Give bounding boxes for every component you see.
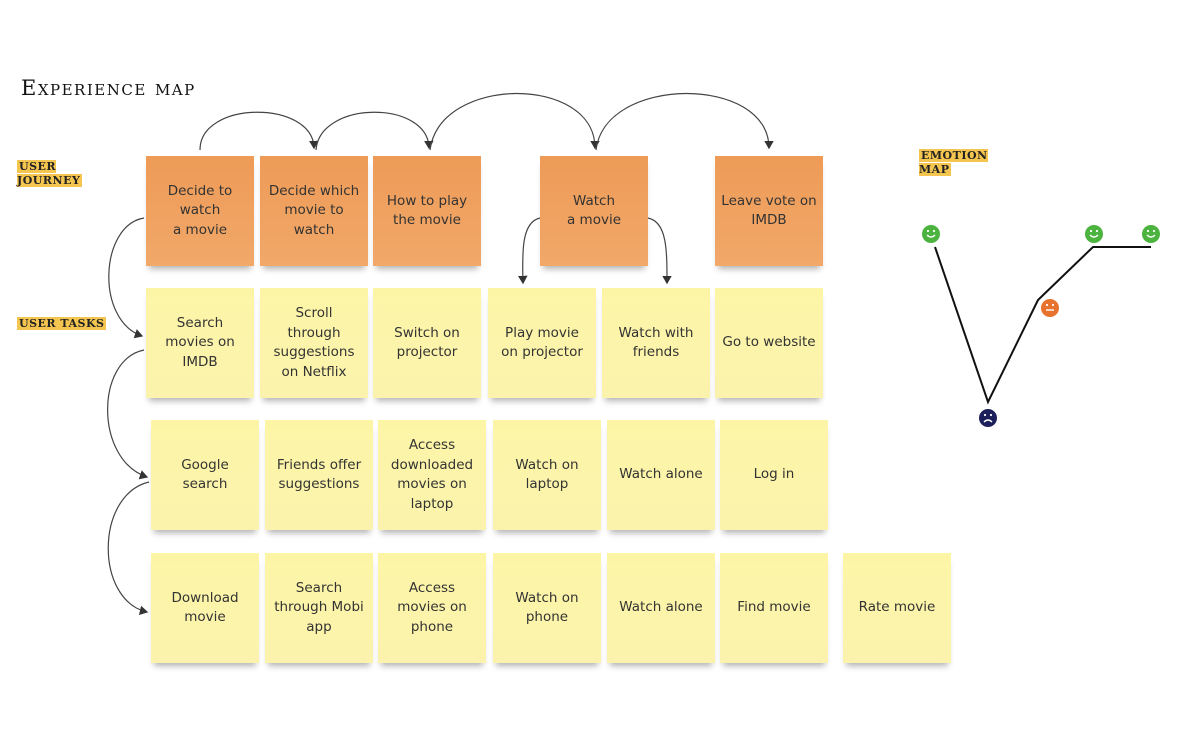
page-title: Experience map xyxy=(21,76,196,100)
task-sticky-note[interactable]: Access downloaded movies on laptop xyxy=(378,420,486,530)
task-sticky-note[interactable]: Watch alone xyxy=(607,553,715,663)
task-sticky-note[interactable]: Watch with friends xyxy=(602,288,710,398)
task-sticky-note[interactable]: Find movie xyxy=(720,553,828,663)
journey-sticky-note[interactable]: Watch a movie xyxy=(540,156,648,266)
task-sticky-note[interactable]: Search movies on IMDB xyxy=(146,288,254,398)
journey-sticky-note[interactable]: Decide to watch a movie xyxy=(146,156,254,266)
task-sticky-note[interactable]: Watch alone xyxy=(607,420,715,530)
arrow xyxy=(107,349,149,480)
task-sticky-note[interactable]: Go to website xyxy=(715,288,823,398)
emotion-map-label: Emotion map xyxy=(919,149,988,176)
task-sticky-note[interactable]: Watch on phone xyxy=(493,553,601,663)
task-sticky-note[interactable]: Download movie xyxy=(151,553,259,663)
happy-face-icon xyxy=(1085,225,1103,243)
task-sticky-note[interactable]: Friends offer suggestions xyxy=(265,420,373,530)
neutral-face-icon xyxy=(1041,299,1059,317)
arrow xyxy=(108,217,145,339)
happy-face-icon xyxy=(1142,225,1160,243)
task-sticky-note[interactable]: Watch on laptop xyxy=(493,420,601,530)
task-sticky-note[interactable]: Search through Mobi app xyxy=(265,553,373,663)
task-sticky-note[interactable]: Play movie on projector xyxy=(488,288,596,398)
arrow xyxy=(107,481,150,616)
emotion-line xyxy=(934,246,1151,405)
journey-sticky-note[interactable]: Leave vote on IMDB xyxy=(715,156,823,266)
happy-face-icon xyxy=(922,225,940,243)
task-sticky-note[interactable]: Log in xyxy=(720,420,828,530)
task-sticky-note[interactable]: Switch on projector xyxy=(373,288,481,398)
journey-sticky-note[interactable]: How to play the movie xyxy=(373,156,481,266)
task-sticky-note[interactable]: Google search xyxy=(151,420,259,530)
arrow xyxy=(315,111,434,151)
task-sticky-note[interactable]: Rate movie xyxy=(843,553,951,663)
arrow xyxy=(429,92,600,151)
arrow xyxy=(199,111,319,151)
task-sticky-note[interactable]: Scroll through suggestions on Netflix xyxy=(260,288,368,398)
user-journey-label: User journey xyxy=(17,160,83,187)
sad-face-icon xyxy=(979,409,997,427)
arrow xyxy=(647,217,672,285)
task-sticky-note[interactable]: Access movies on phone xyxy=(378,553,486,663)
journey-sticky-note[interactable]: Decide which movie to watch xyxy=(260,156,368,266)
user-tasks-label: User tasks xyxy=(17,317,107,330)
arrow xyxy=(517,217,541,285)
arrow xyxy=(595,92,774,151)
